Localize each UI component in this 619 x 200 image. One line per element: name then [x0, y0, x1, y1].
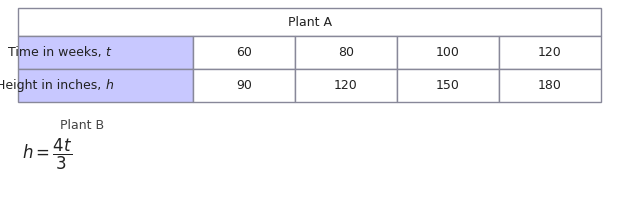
- Text: $\mathit{h} = \dfrac{4\mathit{t}}{3}$: $\mathit{h} = \dfrac{4\mathit{t}}{3}$: [22, 137, 72, 172]
- Text: Time in weeks,: Time in weeks,: [8, 46, 105, 59]
- Bar: [18, 8, 601, 36]
- Text: 90: 90: [236, 79, 252, 92]
- Bar: [397, 69, 499, 102]
- Text: h: h: [105, 79, 113, 92]
- Text: t: t: [105, 46, 110, 59]
- Text: 80: 80: [338, 46, 354, 59]
- Text: 120: 120: [538, 46, 562, 59]
- Text: Plant B: Plant B: [60, 119, 104, 132]
- Text: 120: 120: [334, 79, 358, 92]
- Text: 60: 60: [236, 46, 252, 59]
- Text: 180: 180: [538, 79, 562, 92]
- Text: 100: 100: [436, 46, 460, 59]
- Bar: [397, 36, 499, 69]
- Text: Height in inches,: Height in inches,: [0, 79, 105, 92]
- Bar: [18, 69, 193, 102]
- Bar: [18, 36, 193, 69]
- Bar: [295, 36, 397, 69]
- Bar: [193, 69, 295, 102]
- Bar: [193, 36, 295, 69]
- Bar: [295, 69, 397, 102]
- Text: Plant A: Plant A: [287, 16, 332, 28]
- Text: 150: 150: [436, 79, 460, 92]
- Bar: [499, 69, 601, 102]
- Bar: [499, 36, 601, 69]
